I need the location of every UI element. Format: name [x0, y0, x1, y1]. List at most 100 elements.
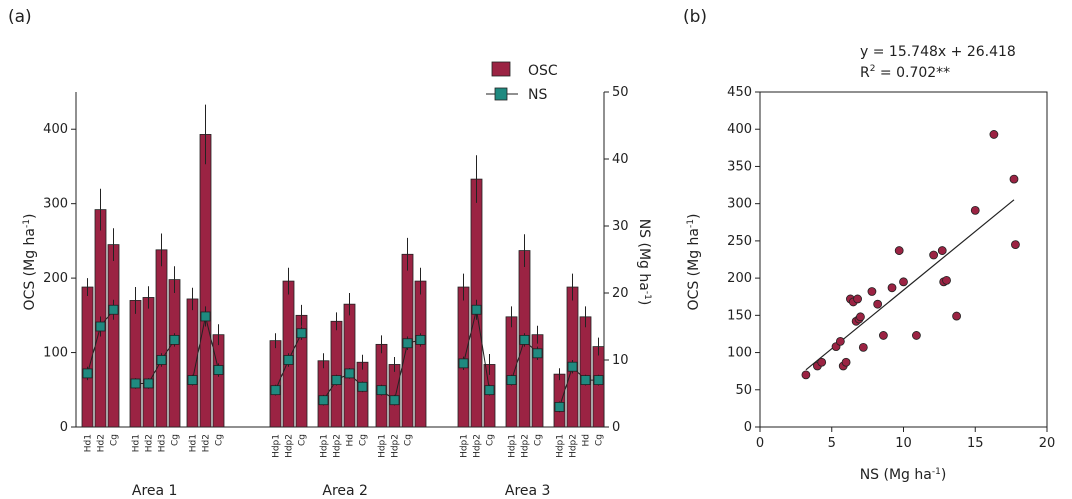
ocs-bar — [505, 316, 518, 428]
scatter-point — [841, 357, 851, 367]
scatter-point — [1011, 240, 1020, 250]
bars — [81, 104, 605, 428]
area-label: Area 3 — [505, 483, 551, 499]
bar-label: Cg — [215, 434, 225, 446]
bar-label: Hdp1 — [272, 434, 282, 458]
ns-marker — [169, 334, 180, 345]
ns-marker — [580, 375, 591, 386]
right-y-tick-label: 50 — [612, 85, 629, 100]
ns-marker — [213, 365, 224, 375]
ns-line — [381, 339, 421, 402]
scatter-point — [952, 311, 961, 321]
ns-marker — [270, 385, 281, 396]
left-y-tick-label: 300 — [43, 197, 68, 212]
ns-marker — [344, 368, 355, 379]
ns-marker — [519, 334, 530, 345]
ns-marker — [187, 375, 198, 386]
scatter-y-tick-label: 50 — [735, 383, 752, 398]
ocs-bar — [168, 279, 181, 428]
scatter-point — [867, 287, 877, 296]
ocs-bar — [129, 300, 142, 428]
legend-bar-label: OSC — [528, 63, 558, 79]
area-labels: Area 1 Area 2 Area 3 — [132, 483, 551, 499]
scatter-x-tick-label: 5 — [828, 436, 836, 451]
left-y-axis-label: OCS (Mg ha-1) — [22, 214, 38, 311]
scatter-points — [801, 130, 1020, 380]
ns-marker — [296, 328, 307, 339]
scatter-point — [894, 246, 904, 255]
ns-marker — [471, 304, 482, 315]
scatter-y-ticks: 0 50 100 150 200 250 300 350 400 450 — [727, 85, 760, 435]
scatter-point — [858, 342, 868, 352]
ocs-bar — [553, 373, 566, 428]
scatter-x-tick-label: 20 — [1039, 436, 1056, 451]
legend-line-label: NS — [528, 87, 547, 103]
left-y-tick-label: 400 — [43, 122, 68, 137]
ns-marker — [593, 375, 604, 386]
ocs-bar — [356, 361, 369, 428]
bar-label: Hdp2 — [285, 434, 295, 458]
left-y-tick-label: 100 — [43, 346, 68, 361]
bar-label: Cg — [534, 434, 544, 446]
scatter-x-ticks: 0 5 10 15 20 — [756, 427, 1055, 451]
bar-label: Hdp1 — [556, 434, 566, 458]
ocs-bar — [269, 340, 282, 428]
bar-label: Hd1 — [84, 434, 94, 452]
ocs-bar — [107, 244, 120, 428]
bar-label: Hd2 — [145, 434, 155, 452]
ns-marker — [200, 311, 211, 322]
scatter-point — [835, 336, 845, 346]
ns-line — [559, 365, 599, 408]
ns-line — [323, 372, 363, 401]
ns-marker — [458, 358, 469, 369]
bar-label: Hdp1 — [378, 434, 388, 458]
ocs-bar — [199, 134, 212, 428]
right-y-tick-label: 20 — [612, 286, 629, 301]
legend: OSC NS — [486, 61, 558, 103]
ns-marker — [554, 401, 565, 412]
ns-line — [135, 339, 175, 384]
ocs-bar — [81, 286, 94, 428]
r-squared: R2 = 0.702** — [860, 64, 950, 81]
ocs-bar — [592, 346, 605, 428]
ns-series — [82, 299, 604, 413]
bar-label: Cg — [110, 434, 120, 446]
ocs-bar — [212, 334, 225, 428]
scatter-y-tick-label: 200 — [727, 271, 752, 286]
ns-marker — [95, 321, 106, 332]
ns-marker — [130, 378, 141, 389]
ocs-bar — [142, 297, 155, 428]
bar-label: Hdp1 — [320, 434, 330, 458]
ns-marker — [357, 381, 368, 392]
bar-label: Hdp2 — [569, 434, 579, 458]
ns-marker — [331, 375, 342, 386]
bar-label: Cg — [404, 434, 414, 446]
left-y-tick-label: 200 — [43, 271, 68, 286]
right-y-tick-label: 0 — [612, 420, 620, 435]
scatter-y-tick-label: 400 — [727, 122, 752, 137]
ns-marker — [484, 385, 495, 396]
bar-label: Hd3 — [158, 434, 168, 452]
bar-label: Hd — [346, 434, 356, 446]
scatter-point — [873, 299, 883, 309]
scatter-x-tick-label: 10 — [895, 436, 912, 451]
ns-marker — [567, 361, 578, 372]
bar-label: Hdp2 — [333, 434, 343, 458]
bar-label: Cg — [171, 434, 181, 446]
ns-marker — [283, 355, 294, 365]
panel-b-label: (b) — [683, 7, 707, 27]
ns-marker — [532, 348, 543, 359]
ns-marker — [82, 368, 93, 379]
scatter-point — [879, 331, 888, 340]
bar-label: Cg — [486, 434, 496, 446]
right-y-tick-label: 30 — [612, 219, 629, 234]
right-y-ticks: 0 10 20 30 40 50 — [604, 85, 629, 435]
ns-marker — [506, 375, 517, 386]
scatter-point — [937, 246, 947, 255]
ns-marker — [389, 395, 400, 406]
scatter-point — [856, 312, 865, 322]
bar-label: Hdp2 — [521, 434, 531, 458]
bar-label: Hdp1 — [508, 434, 518, 458]
